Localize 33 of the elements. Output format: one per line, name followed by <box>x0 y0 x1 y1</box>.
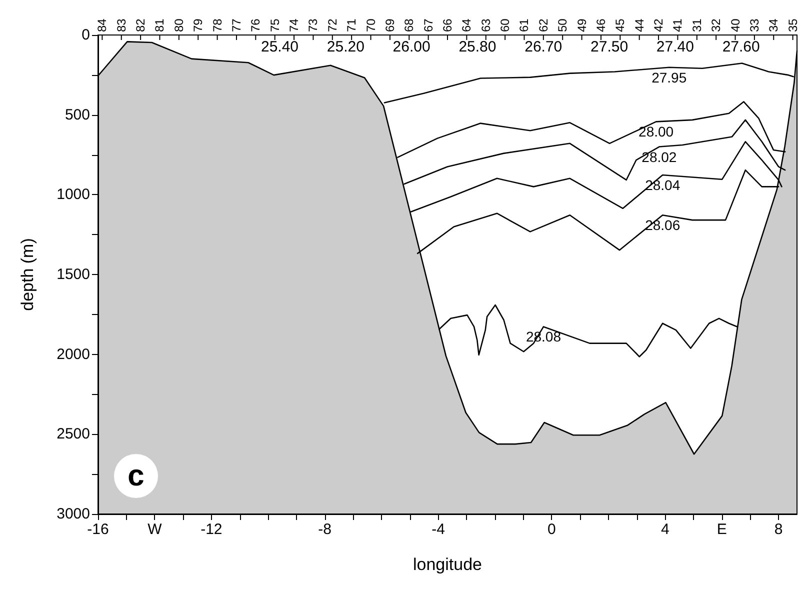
y-tick-label: 500 <box>64 106 90 124</box>
annotation: 26.00 <box>392 38 430 56</box>
series-label: 28.02 <box>642 148 677 165</box>
y-axis-title: depth (m) <box>18 238 37 311</box>
annotation: 27.60 <box>722 38 760 56</box>
y-tick-label: 2000 <box>56 346 90 363</box>
annotation: 25.80 <box>458 38 496 56</box>
y-tick-label: 0 <box>82 26 90 44</box>
annotation: 27.40 <box>656 38 694 56</box>
x-tick-label: -8 <box>318 521 332 538</box>
x-tick-label: 4 <box>660 521 670 538</box>
line-series <box>384 62 794 104</box>
x-tick-label: 0 <box>548 521 556 538</box>
x-axis-title: longitude <box>412 555 482 574</box>
line-series <box>438 304 738 358</box>
y-tick-label: 2500 <box>56 426 90 443</box>
annotation: 26.70 <box>524 38 562 56</box>
x-tick-label: -12 <box>200 521 222 538</box>
y-tick-label: 3000 <box>56 506 90 522</box>
annotation: 25.20 <box>326 38 364 56</box>
y-tick-label: 1000 <box>56 186 90 204</box>
x-tick-label: 8 <box>774 521 783 538</box>
x-tick-label: -16 <box>87 521 109 538</box>
x-tick-label: E <box>716 521 727 538</box>
annotation: 25.40 <box>260 38 299 56</box>
text: 84 83 82 81 80 79 78 77 76 75 74 73 72 71 70 69 68 67 66 64 63 60 61 62 50 49 46 45 44 42 41 31 32 40 33 34 35 <box>95 18 800 32</box>
series-label: 28.00 <box>638 124 674 140</box>
x-tick-label: -4 <box>432 521 445 538</box>
annotation: 27.50 <box>590 38 628 56</box>
annotation: c <box>128 460 144 492</box>
x-tick-label: W <box>148 521 163 538</box>
y-tick-label: 1500 <box>56 266 90 283</box>
series-label: 27.95 <box>652 69 687 86</box>
